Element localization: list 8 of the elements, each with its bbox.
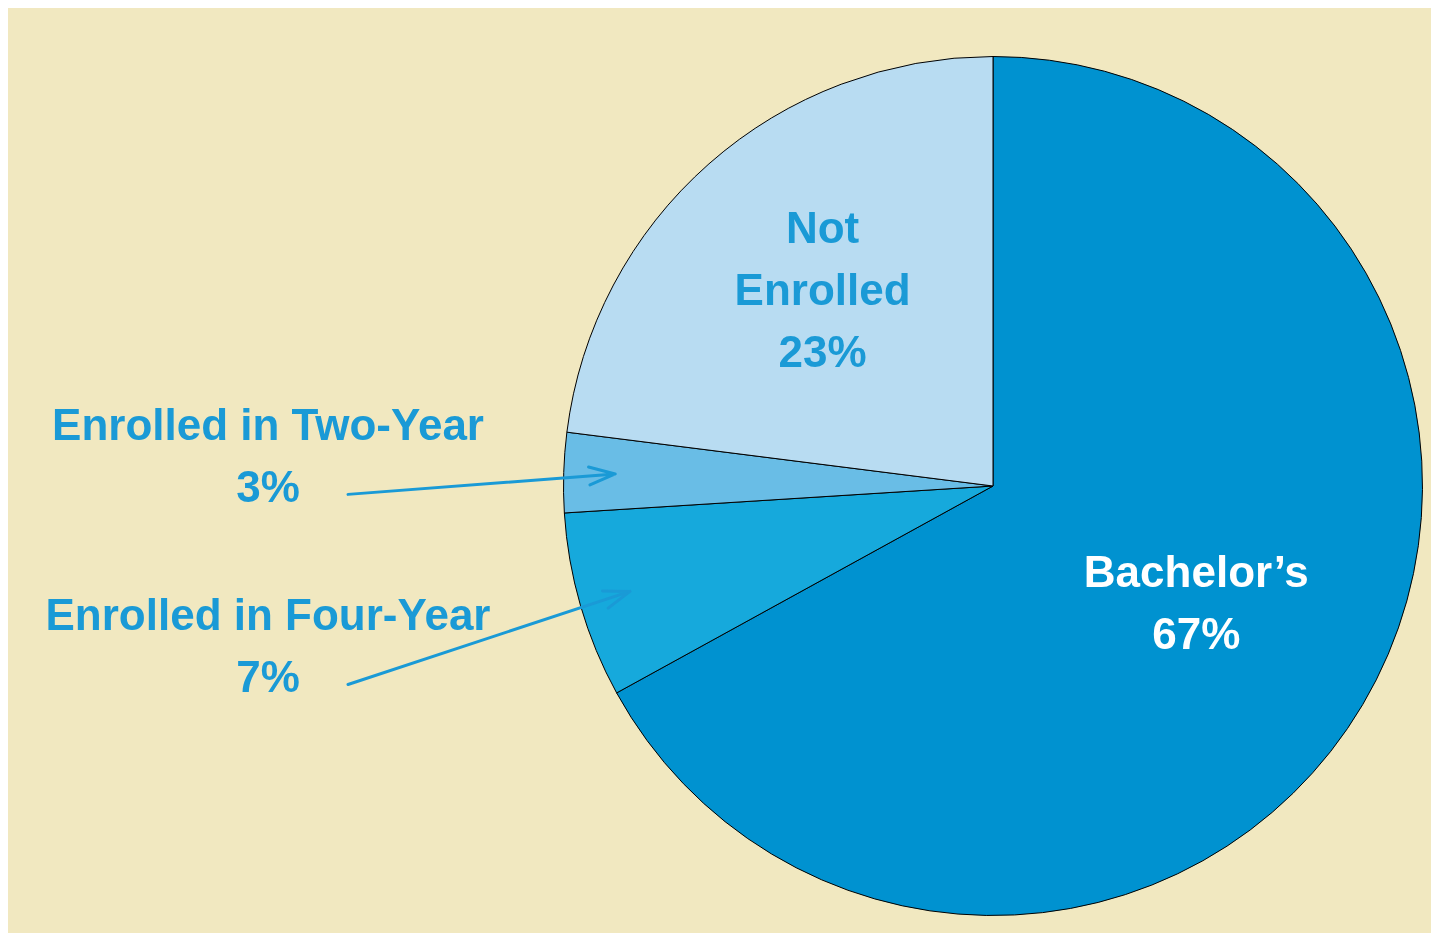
data-label: 3%: [236, 461, 300, 511]
slice-label: Bachelor’s: [1083, 547, 1309, 597]
slice-label: Enrolled in Four-Year: [45, 589, 491, 639]
slice-label: Not Enrolled: [734, 202, 911, 314]
data-label: 67%: [1152, 609, 1241, 659]
slice-label: Enrolled in Two-Year: [52, 399, 484, 449]
data-label: 7%: [236, 651, 300, 701]
data-label: 23%: [778, 326, 867, 376]
